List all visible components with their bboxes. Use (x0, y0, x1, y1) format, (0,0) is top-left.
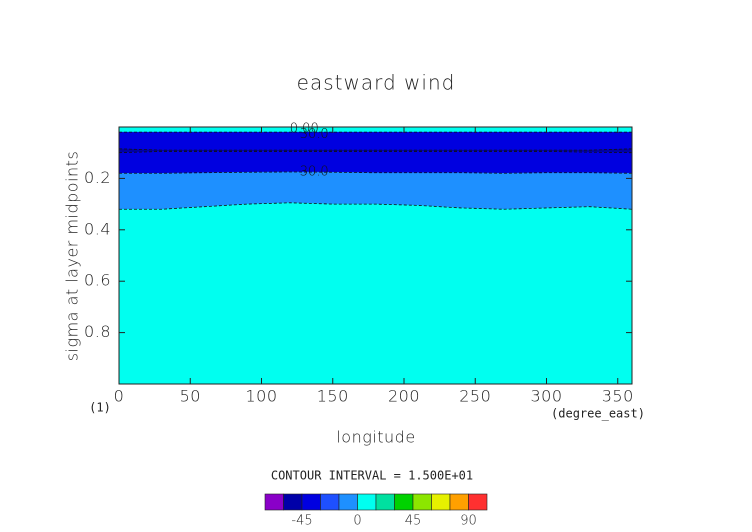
contour-fill (118, 131, 633, 151)
contour-line (119, 171, 633, 174)
colorbar-tick-label: 45 (405, 514, 422, 529)
x-axis-label: longitude (336, 428, 415, 447)
x-tick-label: 150 (317, 387, 349, 406)
contour-label: 30.0 (300, 127, 329, 142)
colorbar-box (283, 493, 303, 511)
colorbar-box (301, 493, 321, 511)
colorbar-box (412, 493, 432, 511)
plot-frame (118, 126, 633, 385)
contour-fill (118, 202, 633, 385)
colorbar-tick-label: 90 (460, 514, 477, 529)
x-tick-label: 100 (245, 387, 277, 406)
contour-line (118, 151, 633, 154)
x-tick-label: 300 (530, 387, 562, 406)
x-unit: (degree_east) (551, 407, 645, 421)
y-tick-label: 0.8 (84, 322, 111, 341)
y-tick-label: 0.6 (84, 271, 111, 290)
contour-interval: CONTOUR INTERVAL = 1.500E+01 (271, 469, 473, 483)
contour-label: 0.00 (290, 122, 319, 137)
colorbar-box (264, 493, 284, 511)
contour-line (119, 202, 633, 210)
colorbar-box (338, 493, 358, 511)
x-tick-label: 200 (388, 387, 420, 406)
contour-fill (118, 171, 633, 210)
colorbar-box (468, 493, 488, 511)
colorbar-box (357, 493, 377, 511)
chart-title: eastward wind (297, 71, 456, 95)
y-tick-label: 0.4 (84, 219, 111, 238)
colorbar-box (449, 493, 469, 511)
contour-fill (118, 151, 633, 174)
colorbar-box (394, 493, 414, 511)
y-unit: (1) (89, 401, 111, 415)
y-tick-label: 0.2 (84, 168, 111, 187)
colorbar-box (375, 493, 395, 511)
contour-line (118, 148, 633, 151)
contour-label: 30.0 (300, 164, 329, 179)
colorbar-tick-label: -45 (291, 514, 312, 529)
contour-fill (118, 126, 633, 133)
colorbar-tick-label: 0 (353, 514, 361, 529)
x-tick-label: 350 (602, 387, 634, 406)
y-axis-label: sigma at layer midpoints (63, 151, 82, 362)
x-tick-label: 250 (459, 387, 491, 406)
colorbar-box (320, 493, 340, 511)
x-tick-label: 50 (180, 387, 201, 406)
x-tick-label: 0 (114, 387, 125, 406)
colorbar-box (431, 493, 451, 511)
